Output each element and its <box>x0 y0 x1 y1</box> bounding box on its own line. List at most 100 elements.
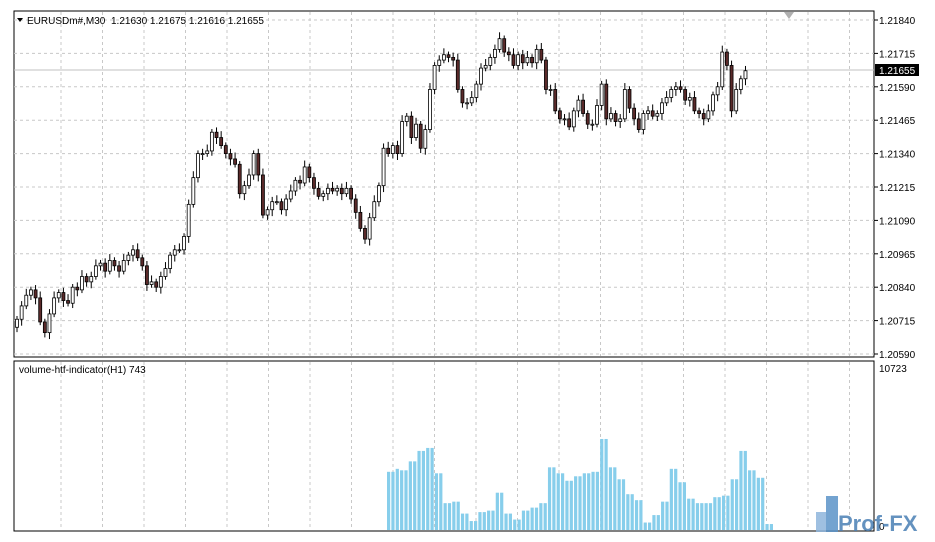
volume-bar <box>556 473 560 530</box>
candle <box>228 148 233 166</box>
candle <box>214 127 219 144</box>
candle <box>223 142 228 159</box>
candle <box>534 44 539 70</box>
volume-bar <box>452 501 456 530</box>
price-tick-label: 1.21465 <box>879 116 916 127</box>
candle <box>669 86 674 103</box>
volume-bar <box>721 495 726 530</box>
candle <box>158 271 163 294</box>
candle <box>395 140 400 161</box>
volume-bar <box>487 510 491 530</box>
volume-bar <box>726 495 730 530</box>
candle <box>636 112 641 133</box>
chart-menu-triangle-icon[interactable] <box>17 18 23 22</box>
candle <box>386 141 391 157</box>
candle <box>75 282 80 297</box>
candle <box>196 150 200 183</box>
candle <box>414 117 418 141</box>
candle <box>66 294 70 307</box>
candle <box>451 52 456 67</box>
candle <box>627 86 632 113</box>
volume-max-label: 10723 <box>879 364 907 375</box>
candle <box>29 286 33 301</box>
price-tick-label: 1.20715 <box>879 317 916 328</box>
candle <box>618 114 623 128</box>
candle <box>168 251 173 274</box>
volume-bar <box>404 470 408 530</box>
indicator-label: volume-htf-indicator(H1) 743 <box>19 365 146 376</box>
candle <box>172 244 177 262</box>
candle <box>655 110 660 122</box>
candle <box>678 80 683 93</box>
candle <box>404 112 409 127</box>
volume-bar <box>474 521 478 530</box>
volume-bar <box>704 503 708 530</box>
candle <box>428 83 432 133</box>
volume-bar <box>426 447 430 530</box>
candle <box>409 111 414 144</box>
volume-bar <box>730 479 734 530</box>
candle <box>325 183 330 201</box>
chart-shift-marker-icon[interactable] <box>784 12 794 19</box>
candle <box>112 257 117 271</box>
candle <box>711 91 715 116</box>
volume-bar <box>391 471 395 530</box>
candle <box>465 98 469 110</box>
candle <box>70 283 75 309</box>
candle <box>256 148 261 182</box>
candle <box>530 54 534 68</box>
candle <box>622 83 627 123</box>
candle <box>358 205 363 232</box>
candle <box>298 175 302 190</box>
candle <box>344 181 349 197</box>
volume-bar <box>743 450 747 530</box>
candle <box>98 259 103 271</box>
candle <box>516 51 521 71</box>
volume-bar <box>687 498 691 530</box>
candle <box>400 115 405 157</box>
candle <box>557 107 562 124</box>
volume-bar <box>739 450 743 530</box>
candle <box>233 152 237 168</box>
volume-bar <box>543 503 547 530</box>
candle <box>80 270 84 294</box>
candle <box>316 181 321 200</box>
candle <box>274 195 279 205</box>
volume-bar <box>552 467 556 530</box>
candle <box>553 83 558 115</box>
volume-bar <box>495 492 499 530</box>
candle <box>154 278 159 293</box>
candle <box>497 32 502 53</box>
candle <box>511 48 516 69</box>
volume-bar <box>682 482 686 530</box>
volume-bar <box>469 521 473 530</box>
volume-bar <box>630 494 634 530</box>
volume-bar <box>717 497 721 530</box>
candle <box>381 143 386 193</box>
candle <box>15 316 19 333</box>
current-price-label: 1.21655 <box>879 66 916 77</box>
watermark-text: Prof-FX <box>838 511 918 536</box>
candle <box>493 44 497 64</box>
candle <box>502 35 507 57</box>
candle <box>145 261 149 291</box>
volume-bar <box>643 522 647 530</box>
volume-bars <box>387 438 773 530</box>
candle <box>52 291 57 318</box>
volume-bar <box>460 513 465 530</box>
candle <box>247 168 251 189</box>
candle <box>284 194 289 217</box>
volume-bar <box>434 473 439 530</box>
volume-bar <box>578 476 582 530</box>
volume-bar <box>691 498 695 530</box>
candle <box>89 271 94 289</box>
candle <box>353 194 358 219</box>
volume-bar <box>604 438 608 530</box>
candle <box>261 168 265 219</box>
price-axis: 1.21840 1.21715 1.21590 1.21465 1.21340 1.212… <box>874 16 916 361</box>
candle <box>372 195 377 221</box>
candle <box>474 80 479 103</box>
candle <box>446 51 451 63</box>
volume-bar <box>508 513 512 530</box>
volume-bar <box>621 479 626 530</box>
